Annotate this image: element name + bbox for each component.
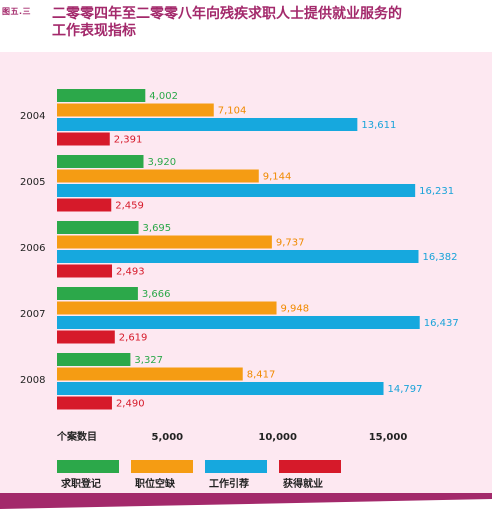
chart-title-line-2: 工作表现指标	[52, 23, 136, 39]
bar-2004-series-1	[57, 89, 146, 102]
bar-2006-series-1	[57, 221, 139, 234]
data-label-2007-series-1: 3,666	[142, 289, 171, 300]
bar-2007-series-3	[57, 316, 420, 329]
bottom-bar	[0, 493, 492, 513]
legend-label-1: 求职登记	[61, 477, 101, 490]
data-label-2007-series-3: 16,437	[424, 318, 459, 329]
data-label-2008-series-1: 3,327	[134, 355, 163, 366]
data-label-2004-series-4: 2,391	[114, 135, 143, 146]
bar-2005-series-4	[57, 198, 112, 212]
data-label-2005-series-2: 9,144	[263, 172, 292, 183]
bar-2005-series-3	[57, 184, 416, 197]
bar-2008-series-1	[57, 353, 131, 366]
data-label-2004-series-3: 13,611	[361, 120, 396, 131]
data-label-2004-series-2: 7,104	[218, 106, 247, 117]
x-tick-label-2: 10,000	[258, 432, 297, 443]
data-label-2006-series-1: 3,695	[143, 223, 172, 234]
legend-label-4: 获得就业	[282, 477, 323, 490]
x-tick-label-3: 15,000	[369, 432, 408, 443]
category-label-2004: 2004	[20, 111, 45, 122]
data-label-2005-series-3: 16,231	[419, 186, 454, 197]
bar-2006-series-2	[57, 235, 272, 249]
legend-swatch-2	[131, 460, 193, 473]
bar-2007-series-2	[57, 301, 277, 315]
legend-swatch-3	[205, 460, 267, 473]
data-label-2008-series-4: 2,490	[116, 399, 145, 410]
data-label-2004-series-1: 4,002	[149, 91, 178, 102]
x-axis-label: 个案数目	[56, 430, 97, 443]
category-label-2007: 2007	[20, 309, 45, 320]
legend-swatch-1	[57, 460, 119, 473]
legend-label-2: 职位空缺	[135, 477, 176, 490]
bar-chart: 2004 4,002 7,104 13,611 2,391 2005 3,920 9,144 1…	[20, 89, 459, 490]
bar-2005-series-1	[57, 155, 144, 168]
data-label-2007-series-2: 9,948	[281, 304, 310, 315]
bar-2007-series-1	[57, 287, 138, 300]
bar-2008-series-4	[57, 396, 112, 410]
x-tick-label-1: 5,000	[152, 432, 184, 443]
data-label-2006-series-3: 16,382	[422, 252, 457, 263]
legend-swatch-4	[279, 460, 341, 473]
bar-2004-series-3	[57, 118, 358, 131]
category-label-2008: 2008	[20, 375, 45, 386]
bottom-bar-stripe	[0, 493, 492, 509]
bar-2006-series-4	[57, 264, 113, 278]
bar-2008-series-3	[57, 382, 384, 395]
bar-2004-series-2	[57, 103, 214, 117]
chart-title-line-1: 二零零四年至二零零八年向残疾求职人士提供就业服务的	[52, 6, 402, 22]
bar-2006-series-3	[57, 250, 419, 263]
data-label-2008-series-2: 8,417	[247, 370, 276, 381]
bar-2008-series-2	[57, 367, 243, 381]
category-label-2005: 2005	[20, 177, 45, 188]
data-label-2008-series-3: 14,797	[388, 384, 423, 395]
figure-label: 图五.三	[2, 7, 32, 16]
data-label-2006-series-4: 2,493	[116, 267, 145, 278]
data-label-2005-series-4: 2,459	[115, 201, 144, 212]
data-label-2007-series-4: 2,619	[119, 333, 148, 344]
bar-2005-series-2	[57, 169, 259, 183]
legend-label-3: 工作引荐	[209, 477, 249, 490]
data-label-2006-series-2: 9,737	[276, 238, 305, 249]
category-label-2006: 2006	[20, 243, 45, 254]
chart-title: 二零零四年至二零零八年向残疾求职人士提供就业服务的 工作表现指标	[52, 6, 482, 40]
data-label-2005-series-1: 3,920	[148, 157, 177, 168]
bar-2007-series-4	[57, 330, 115, 344]
bar-2004-series-4	[57, 132, 110, 146]
